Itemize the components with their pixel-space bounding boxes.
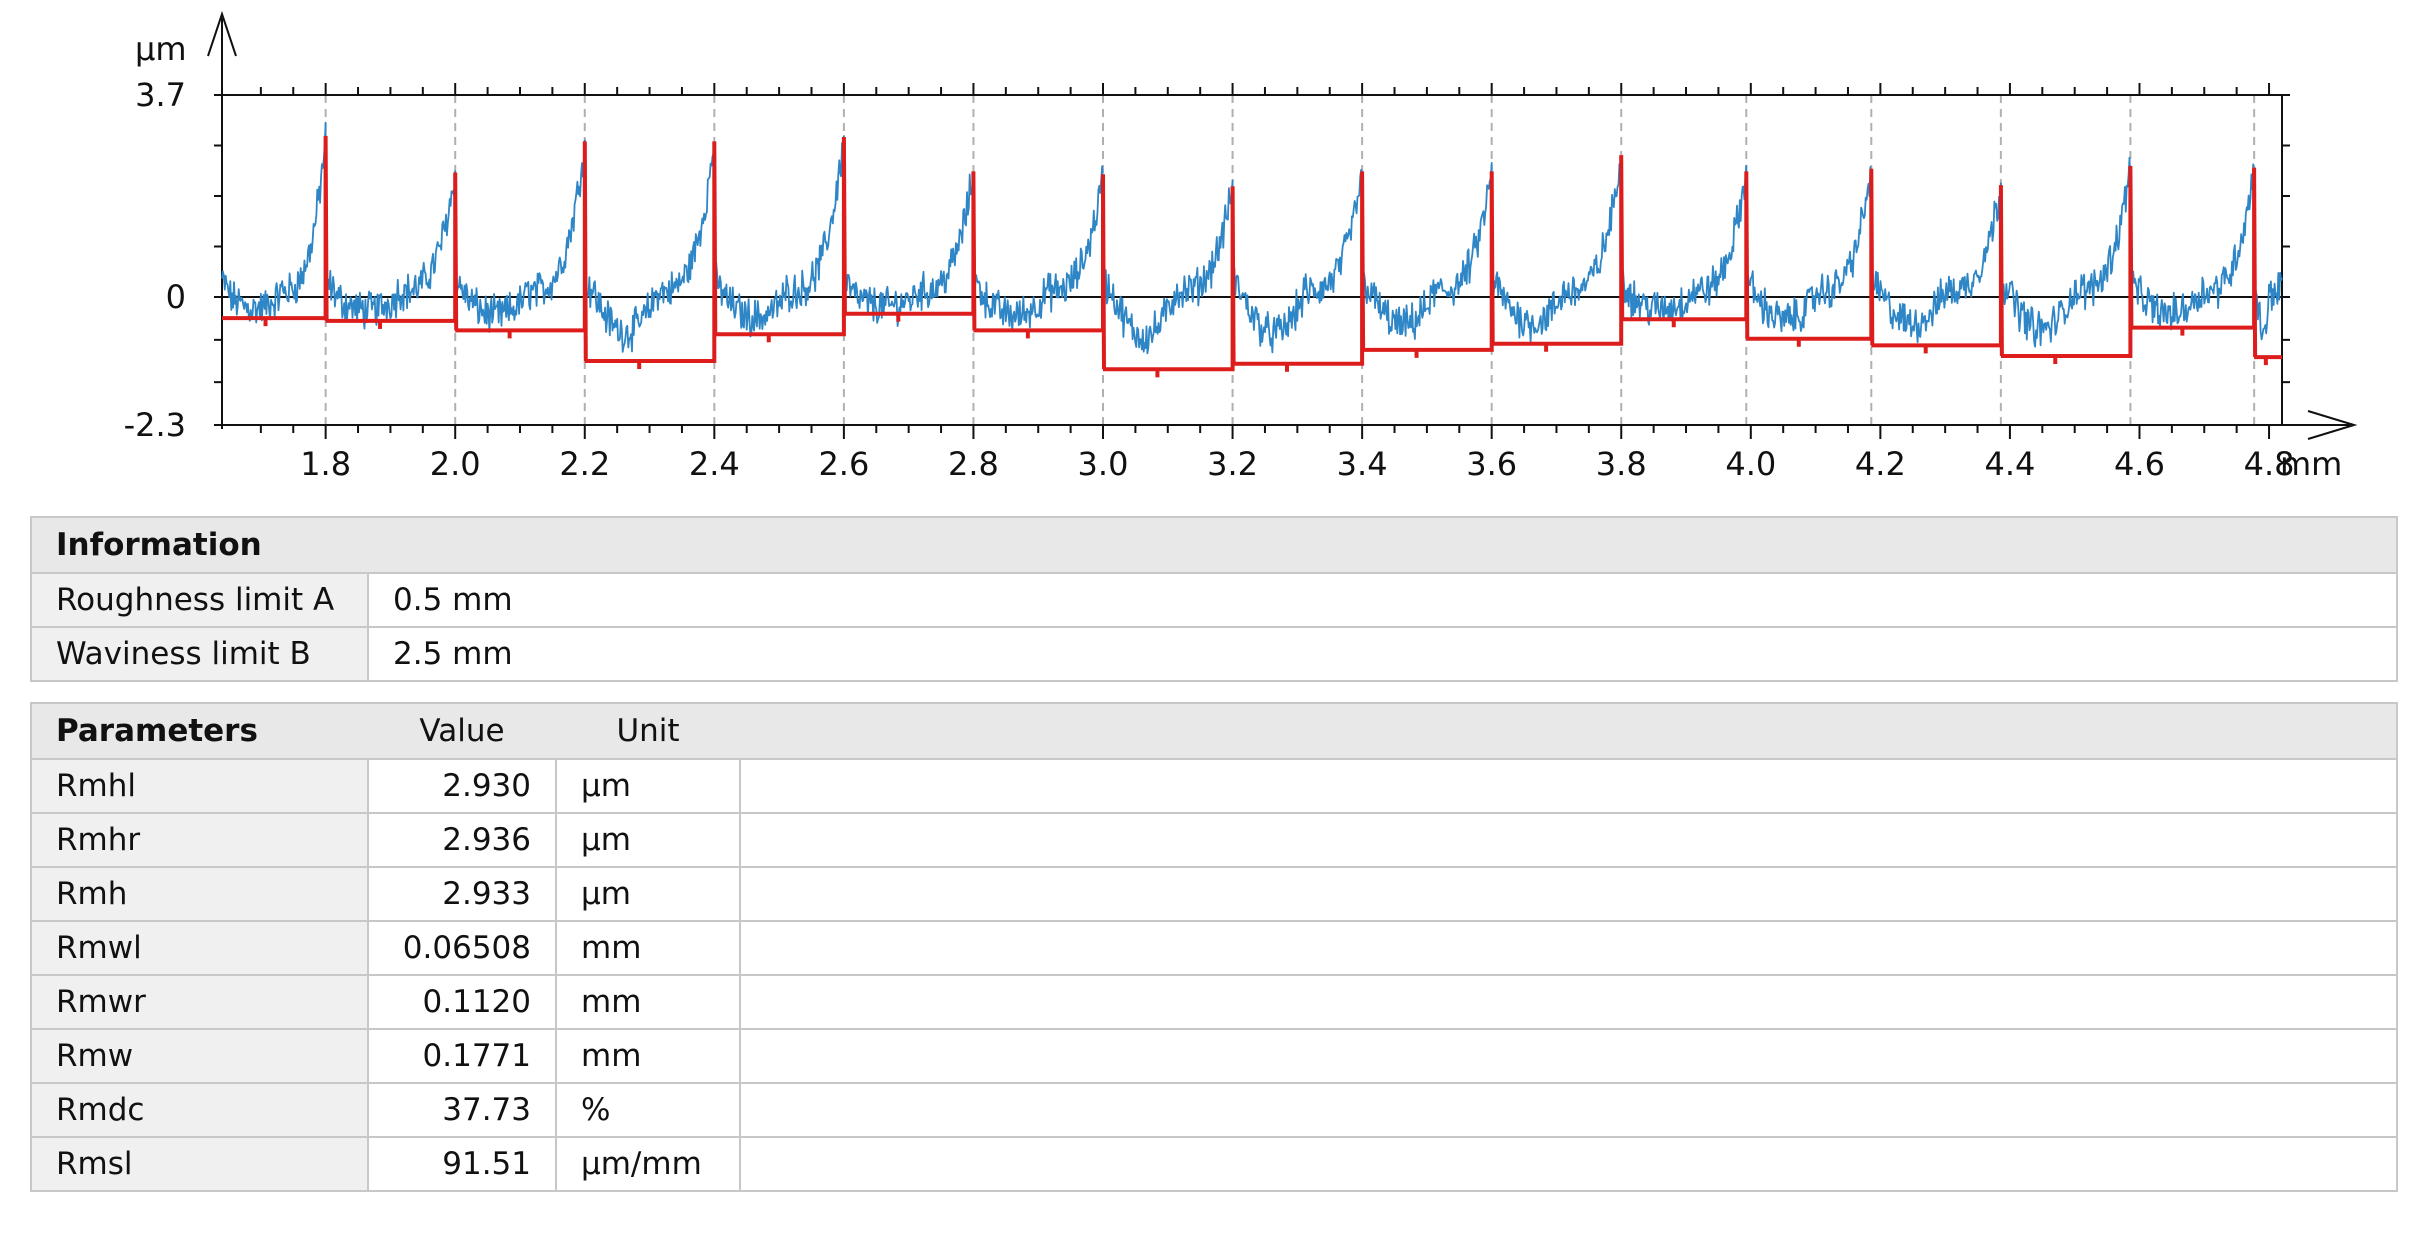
series-profile-line: [221, 121, 2283, 355]
y-tick-label: 3.7: [135, 76, 186, 114]
param-value: 2.936: [367, 812, 557, 868]
table-row: Roughness limit A 0.5 mm: [30, 572, 2398, 628]
param-unit: mm: [555, 1028, 741, 1084]
x-unit-label: mm: [2280, 445, 2342, 483]
param-unit: mm: [555, 974, 741, 1030]
series-elements-line: [222, 135, 2282, 372]
x-tick-label: 4.0: [1725, 445, 1776, 483]
parameters-title: Parameters: [30, 702, 368, 760]
chart-ticks: [214, 83, 2290, 439]
value-column-header: Value: [368, 702, 556, 760]
table-row: Rmh 2.933 µm: [30, 866, 2398, 922]
info-value: 0.5 mm: [367, 572, 2398, 628]
row-filler: [739, 1136, 2398, 1192]
param-value: 0.1771: [367, 1028, 557, 1084]
y-tick-label: 0: [166, 278, 186, 316]
table-row: Rmhl 2.930 µm: [30, 758, 2398, 814]
param-name: Rmhl: [30, 758, 369, 814]
x-tick-label: 2.4: [689, 445, 740, 483]
x-tick-label: 3.4: [1337, 445, 1388, 483]
parameters-header: Parameters Value Unit: [30, 702, 2398, 760]
param-value: 91.51: [367, 1136, 557, 1192]
param-name: Rmw: [30, 1028, 369, 1084]
param-value: 0.1120: [367, 974, 557, 1030]
param-name: Rmdc: [30, 1082, 369, 1138]
row-filler: [739, 920, 2398, 976]
param-value: 2.933: [367, 866, 557, 922]
table-row: Rmwl 0.06508 mm: [30, 920, 2398, 976]
info-value: 2.5 mm: [367, 626, 2398, 682]
info-name: Waviness limit B: [30, 626, 369, 682]
chart-axes: [207, 10, 2358, 440]
row-filler: [739, 1028, 2398, 1084]
param-name: Rmwr: [30, 974, 369, 1030]
info-name: Roughness limit A: [30, 572, 369, 628]
param-unit: µm: [555, 758, 741, 814]
parameters-table: Parameters Value Unit Rmhl 2.930 µm Rmhr…: [30, 702, 2398, 1192]
x-tick-label: 2.8: [948, 445, 999, 483]
x-tick-label: 3.8: [1596, 445, 1647, 483]
param-name: Rmhr: [30, 812, 369, 868]
x-tick-label: 4.6: [2114, 445, 2165, 483]
header-filler: [740, 702, 2398, 760]
y-axis-arrow: [207, 10, 237, 57]
table-row: Rmdc 37.73 %: [30, 1082, 2398, 1138]
x-tick-label: 4.2: [1855, 445, 1906, 483]
table-row: Rmhr 2.936 µm: [30, 812, 2398, 868]
table-row: Rmwr 0.1120 mm: [30, 974, 2398, 1030]
param-value: 2.930: [367, 758, 557, 814]
x-tick-label: 2.0: [430, 445, 481, 483]
table-row: Waviness limit B 2.5 mm: [30, 626, 2398, 682]
x-tick-label: 1.8: [300, 445, 351, 483]
row-filler: [739, 866, 2398, 922]
param-name: Rmh: [30, 866, 369, 922]
param-unit: mm: [555, 920, 741, 976]
row-filler: [739, 812, 2398, 868]
param-value: 37.73: [367, 1082, 557, 1138]
param-unit: µm/mm: [555, 1136, 741, 1192]
x-tick-label: 3.6: [1466, 445, 1517, 483]
table-row: Rmsl 91.51 µm/mm: [30, 1136, 2398, 1192]
x-tick-label: 4.8: [2244, 445, 2295, 483]
param-name: Rmwl: [30, 920, 369, 976]
row-filler: [739, 758, 2398, 814]
x-tick-label: 4.4: [1984, 445, 2035, 483]
y-unit-label: µm: [135, 30, 187, 68]
x-tick-label: 2.2: [559, 445, 610, 483]
profile-chart: 1.8 2.0 2.2 2.4 2.6 2.8 3.0 3.2 3.4 3.6 3.8 4.0 4.2 4…: [124, 10, 2358, 483]
x-axis-arrow: [2307, 410, 2358, 440]
param-unit: µm: [555, 812, 741, 868]
chart-tick-labels: 1.8 2.0 2.2 2.4 2.6 2.8 3.0 3.2 3.4 3.6 3.8 4.0 4.2 4…: [124, 76, 2295, 483]
y-tick-label: -2.3: [124, 406, 186, 444]
param-name: Rmsl: [30, 1136, 369, 1192]
unit-column-header: Unit: [556, 702, 740, 760]
x-tick-label: 3.0: [1078, 445, 1129, 483]
param-unit: %: [555, 1082, 741, 1138]
table-row: Rmw 0.1771 mm: [30, 1028, 2398, 1084]
x-tick-label: 3.2: [1207, 445, 1258, 483]
series-elements: [222, 135, 2282, 378]
x-tick-label: 2.6: [818, 445, 869, 483]
row-filler: [739, 1082, 2398, 1138]
row-filler: [739, 974, 2398, 1030]
information-header: Information: [30, 516, 2398, 574]
chart-grid: [324, 95, 2256, 425]
param-value: 0.06508: [367, 920, 557, 976]
information-title: Information: [30, 516, 2398, 574]
information-table: Information Roughness limit A 0.5 mm Wav…: [30, 516, 2398, 682]
param-unit: µm: [555, 866, 741, 922]
